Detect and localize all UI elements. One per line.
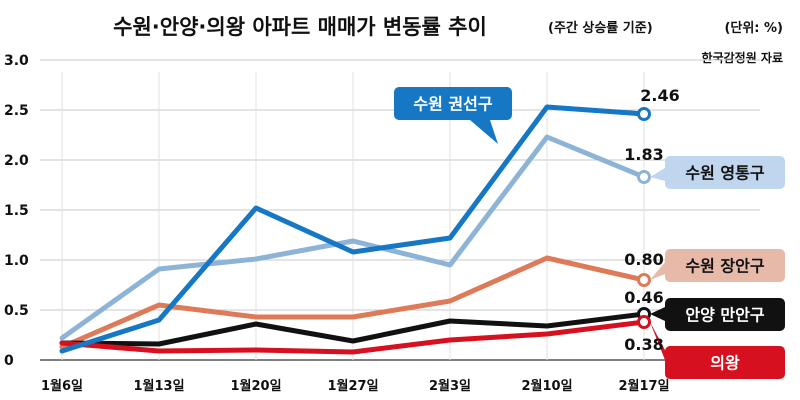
series-end-value: 2.46 (640, 86, 679, 105)
series-legend-box (665, 249, 785, 282)
series-legend-box (665, 346, 785, 379)
y-tick-label: 1.0 (4, 253, 29, 269)
series-end-value: 1.83 (624, 145, 663, 164)
series-end-value: 0.38 (624, 335, 663, 354)
series-line (59, 134, 647, 341)
series-end-value: 0.80 (624, 250, 663, 269)
y-tick-label: 2.5 (4, 103, 29, 119)
series-end-value: 0.46 (624, 288, 663, 307)
series-line (59, 255, 647, 350)
series-end-marker (637, 273, 651, 287)
y-tick-label: 1.5 (4, 203, 29, 219)
y-tick-label: 0 (4, 353, 14, 369)
y-tick-label: 0.5 (4, 303, 29, 319)
x-tick-label: 1월6일 (41, 378, 83, 394)
series-end-marker (637, 315, 651, 329)
legend-pointer (470, 120, 498, 144)
y-tick-label: 2.0 (4, 153, 29, 169)
y-axis-ticks: 0 0.5 1.0 1.5 2.0 2.5 3.0 (4, 53, 29, 369)
unit-label: (단위: %) (724, 20, 783, 36)
series-line (59, 104, 647, 354)
chart-subtitle: (주간 상승률 기준) (548, 20, 653, 36)
series-line (59, 311, 647, 347)
legend-pointer (650, 168, 665, 181)
x-tick-label: 2월17일 (618, 378, 669, 394)
series-line (59, 319, 647, 355)
series-labels: 수원 영통구 1.83 수원 장안구 0.80 안양 만안구 0.46 의왕 0.38 수원 권… (394, 86, 785, 379)
legend-pointer (650, 307, 665, 321)
series-lines (59, 104, 651, 355)
series-legend-box (394, 87, 512, 120)
x-tick-label: 2월10일 (521, 378, 572, 394)
legend-pointer (650, 262, 665, 280)
series-legend-label: 수원 영통구 (685, 164, 764, 183)
x-tick-label: 1월20일 (230, 378, 281, 394)
x-tick-label: 2월3일 (429, 378, 471, 394)
series-legend-label: 의왕 (710, 354, 740, 373)
series-legend-box (665, 156, 785, 189)
series-legend-label: 수원 장안구 (685, 257, 764, 276)
series-legend-box (665, 298, 785, 331)
series-legend-label: 안양 만안구 (685, 306, 764, 325)
legend-pointer (650, 322, 665, 360)
chart-title: 수원·안양·의왕 아파트 매매가 변동률 추이 (113, 15, 487, 39)
x-tick-label: 1월13일 (133, 378, 184, 394)
series-end-marker (637, 107, 651, 121)
series-end-marker (637, 170, 651, 184)
series-legend-label: 수원 권선구 (413, 95, 492, 114)
y-tick-label: 3.0 (4, 53, 29, 69)
x-tick-label: 1월27일 (327, 378, 378, 394)
x-axis-ticks: 1월6일 1월13일 1월20일 1월27일 2월3일 2월10일 2월17일 (41, 378, 670, 394)
source-label: 한국감정원 자료 (702, 50, 783, 65)
